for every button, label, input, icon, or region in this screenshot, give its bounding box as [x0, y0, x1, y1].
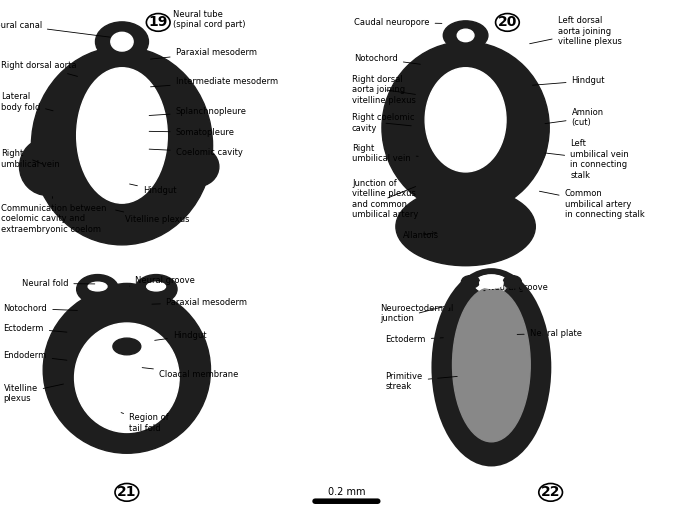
Text: Allantois: Allantois: [403, 231, 439, 240]
Ellipse shape: [461, 276, 480, 288]
Text: Somatopleure: Somatopleure: [149, 128, 235, 137]
Ellipse shape: [382, 42, 549, 214]
Circle shape: [115, 483, 139, 501]
Text: Neural fold: Neural fold: [22, 279, 95, 288]
Text: Left dorsal
aorta joining
vitelline plexus: Left dorsal aorta joining vitelline plex…: [530, 16, 622, 46]
Text: Hindgut: Hindgut: [533, 76, 605, 85]
Ellipse shape: [95, 22, 148, 61]
Ellipse shape: [20, 138, 75, 195]
Ellipse shape: [147, 282, 166, 291]
Text: Notochord: Notochord: [354, 54, 420, 64]
Text: Ectoderm: Ectoderm: [3, 324, 67, 333]
Ellipse shape: [425, 68, 506, 172]
Text: Right
umbilical vein: Right umbilical vein: [352, 144, 418, 164]
Text: Region of
tail fold: Region of tail fold: [121, 413, 169, 433]
Text: Neural groove: Neural groove: [130, 276, 195, 286]
Text: Coelomic cavity: Coelomic cavity: [149, 147, 243, 157]
Text: 20: 20: [498, 16, 517, 29]
Text: 19: 19: [148, 16, 168, 29]
Text: Junction of
vitelline plexus
and common
umbilical artery: Junction of vitelline plexus and common …: [352, 179, 418, 219]
Ellipse shape: [480, 277, 503, 289]
Text: Paraxial mesoderm: Paraxial mesoderm: [151, 47, 256, 59]
Text: Neuroectodermal
junction: Neuroectodermal junction: [380, 304, 453, 324]
Text: Cloacal membrane: Cloacal membrane: [142, 368, 238, 379]
Ellipse shape: [43, 287, 210, 453]
Text: Vitelline plexus: Vitelline plexus: [116, 210, 190, 225]
Ellipse shape: [389, 129, 411, 163]
Text: Common
umbilical artery
in connecting stalk: Common umbilical artery in connecting st…: [539, 189, 644, 219]
Text: Hindgut: Hindgut: [155, 331, 206, 340]
Ellipse shape: [113, 338, 141, 355]
Ellipse shape: [475, 275, 508, 293]
Text: Splanchnopleure: Splanchnopleure: [149, 107, 247, 116]
Text: Paraxial mesoderm: Paraxial mesoderm: [152, 297, 247, 307]
Ellipse shape: [434, 271, 549, 464]
Ellipse shape: [111, 32, 133, 51]
Text: Lateral
body fold: Lateral body fold: [1, 92, 53, 112]
Text: Right dorsal aorta: Right dorsal aorta: [1, 61, 77, 77]
Text: Vitelline
plexus: Vitelline plexus: [3, 383, 63, 403]
Ellipse shape: [396, 188, 535, 266]
Text: Neural groove: Neural groove: [484, 283, 548, 292]
Circle shape: [539, 483, 562, 501]
Text: Neural plate: Neural plate: [517, 329, 582, 338]
Circle shape: [146, 14, 170, 31]
Ellipse shape: [135, 275, 177, 304]
Circle shape: [496, 14, 519, 31]
Text: Endoderm: Endoderm: [3, 351, 67, 360]
Text: Notochord: Notochord: [3, 304, 77, 313]
Ellipse shape: [77, 68, 167, 203]
Text: Primitive
streak: Primitive streak: [385, 371, 457, 391]
Ellipse shape: [503, 276, 521, 288]
Text: 22: 22: [541, 486, 560, 499]
Ellipse shape: [108, 41, 136, 69]
Text: Left
umbilical vein
in connecting
stalk: Left umbilical vein in connecting stalk: [545, 139, 629, 180]
Text: Amnion
(cut): Amnion (cut): [545, 108, 604, 128]
Text: Right
umbilical vein: Right umbilical vein: [1, 149, 59, 169]
Text: Right coelomic
cavity: Right coelomic cavity: [352, 113, 415, 133]
Ellipse shape: [452, 288, 530, 442]
Ellipse shape: [457, 29, 474, 42]
Text: Neural canal: Neural canal: [0, 20, 110, 37]
Text: Caudal neuropore: Caudal neuropore: [354, 18, 442, 27]
Ellipse shape: [110, 283, 144, 295]
Ellipse shape: [75, 323, 179, 432]
Ellipse shape: [174, 146, 219, 187]
Text: Intermediate mesoderm: Intermediate mesoderm: [151, 77, 278, 87]
Text: Neural tube
(spinal cord part): Neural tube (spinal cord part): [149, 9, 245, 29]
Text: Hindgut: Hindgut: [130, 184, 176, 195]
Text: Communication between
coelomic cavity and
extraembryonic coelom: Communication between coelomic cavity an…: [1, 196, 106, 234]
Ellipse shape: [454, 34, 477, 55]
Text: Right dorsal
aorta joining
vitelline plexus: Right dorsal aorta joining vitelline ple…: [352, 75, 416, 105]
Text: 21: 21: [117, 486, 137, 499]
Ellipse shape: [443, 152, 488, 202]
Text: 0.2 mm: 0.2 mm: [328, 487, 365, 497]
Ellipse shape: [443, 21, 488, 50]
Text: Ectoderm: Ectoderm: [385, 335, 443, 344]
Ellipse shape: [88, 282, 107, 291]
Ellipse shape: [31, 47, 213, 245]
Ellipse shape: [77, 275, 118, 304]
Ellipse shape: [516, 125, 546, 167]
